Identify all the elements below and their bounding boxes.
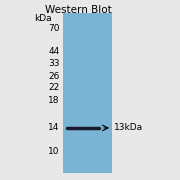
Text: 44: 44 — [48, 47, 59, 56]
Text: 70: 70 — [48, 24, 59, 33]
Text: kDa: kDa — [35, 14, 52, 23]
Text: 14: 14 — [48, 123, 59, 132]
Text: 13kDa: 13kDa — [114, 123, 143, 132]
Text: 22: 22 — [48, 83, 59, 92]
Bar — [63, 13, 112, 173]
Text: Western Blot: Western Blot — [45, 5, 112, 15]
Text: 10: 10 — [48, 147, 59, 156]
Text: 33: 33 — [48, 59, 59, 68]
Text: 26: 26 — [48, 72, 59, 81]
Text: 18: 18 — [48, 96, 59, 105]
